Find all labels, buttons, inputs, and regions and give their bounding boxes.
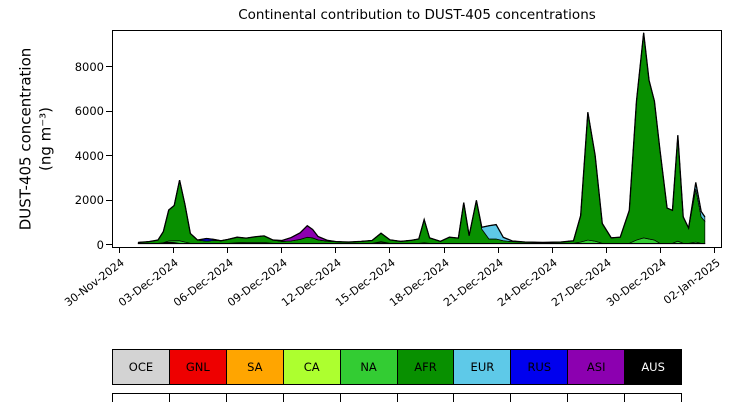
legend-row2-cell-afr (396, 393, 455, 402)
x-tick-mark (551, 248, 553, 253)
legend-row2-cell-asi (567, 393, 626, 402)
legend-row2-cell-na (339, 393, 398, 402)
x-tick-label: 30-Dec-2024 (603, 256, 669, 310)
x-tick-label: 09-Dec-2024 (224, 256, 290, 310)
x-tick-label: 02-Jan-2025 (660, 256, 723, 308)
y-tick-label: 2000 (74, 193, 104, 208)
y-tick-mark (106, 66, 112, 68)
y-tick-label: 8000 (74, 59, 104, 74)
legend-row2-cell-gnl (168, 393, 227, 402)
y-tick-label: 6000 (74, 104, 104, 119)
x-tick-mark (605, 248, 607, 253)
x-tick-mark (660, 248, 662, 253)
x-tick-mark (497, 248, 499, 253)
legend-second-row (112, 393, 683, 402)
x-tick-mark (118, 248, 120, 253)
y-tick-label: 0 (96, 237, 104, 252)
stacked-area-chart (137, 32, 706, 245)
legend-row2-cell-oce (112, 393, 170, 402)
y-tick-mark (106, 244, 112, 246)
legend-item-asi: ASI (567, 349, 626, 385)
legend: OCE GNL SA CA NA AFR EUR RUS ASI AUS (112, 349, 683, 385)
x-tick-label: 21-Dec-2024 (441, 256, 507, 310)
legend-row2-cell-aus (624, 393, 683, 402)
y-axis-label-line1: DUST-405 concentration (16, 47, 35, 231)
plot-area (112, 30, 722, 248)
y-tick-mark (106, 199, 112, 201)
x-tick-mark (389, 248, 391, 253)
chart-title: Continental contribution to DUST-405 con… (238, 7, 596, 23)
legend-item-afr: AFR (396, 349, 455, 385)
area-afr (137, 32, 706, 244)
x-tick-mark (714, 248, 716, 253)
x-tick-label: 27-Dec-2024 (549, 256, 615, 310)
x-tick-label: 06-Dec-2024 (170, 256, 236, 310)
x-tick-mark (227, 248, 228, 253)
legend-item-eur: EUR (453, 349, 512, 385)
x-tick-mark (172, 248, 174, 253)
y-tick-mark (106, 110, 112, 112)
x-tick-label: 03-Dec-2024 (116, 256, 182, 310)
x-tick-label: 15-Dec-2024 (333, 256, 398, 310)
legend-item-aus: AUS (624, 349, 683, 385)
legend-row2-cell-sa (225, 393, 284, 402)
legend-item-ca: CA (282, 349, 341, 385)
legend-item-na: NA (339, 349, 398, 385)
area-eur (138, 32, 706, 243)
legend-row2-cell-eur (453, 393, 512, 402)
legend-item-oce: OCE (112, 349, 170, 385)
x-tick-mark (281, 248, 283, 253)
legend-row2-cell-ca (282, 393, 341, 402)
area-asi (138, 32, 706, 243)
x-tick-label: 18-Dec-2024 (387, 256, 452, 310)
stack-top-outline (138, 32, 706, 244)
x-tick-label: 12-Dec-2024 (278, 256, 344, 310)
legend-row2-cell-rus (510, 393, 569, 402)
area-rus (138, 32, 706, 243)
legend-item-rus: RUS (510, 349, 569, 385)
x-tick-label: 24-Dec-2024 (495, 256, 561, 310)
area-aus (138, 32, 706, 243)
x-tick-mark (335, 248, 337, 253)
y-tick-mark (106, 155, 112, 157)
legend-item-sa: SA (225, 349, 284, 385)
y-tick-label: 4000 (74, 148, 104, 163)
x-tick-mark (443, 248, 445, 253)
legend-item-gnl: GNL (168, 349, 227, 385)
